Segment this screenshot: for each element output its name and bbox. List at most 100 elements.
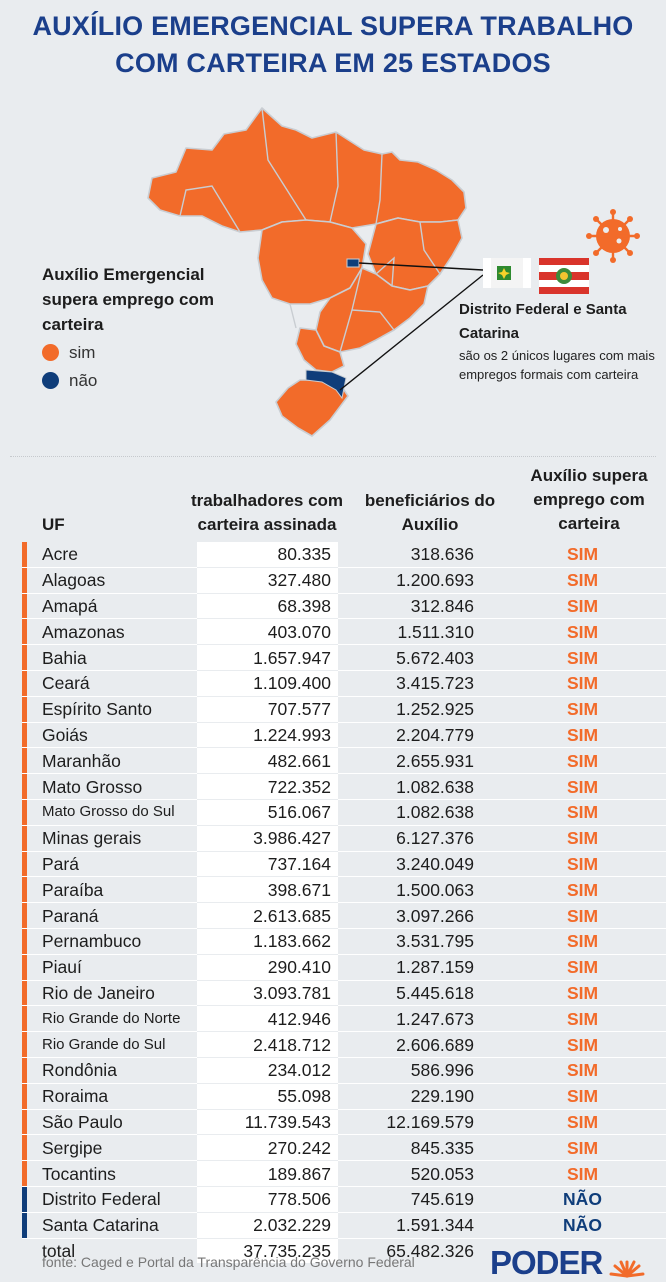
virus-icon [586, 209, 640, 263]
row-supera-badge: SIM [481, 954, 666, 981]
row-uf: Tocantins [27, 1160, 197, 1187]
row-beneficiarios: 229.190 [338, 1083, 481, 1110]
row-uf: Rondônia [27, 1057, 197, 1084]
table-row: Santa Catarina 2.032.229 1.591.344 NÃO [22, 1212, 666, 1239]
row-status-bar [22, 567, 27, 594]
legend-dot-sim [42, 344, 59, 361]
row-supera-badge: SIM [481, 618, 666, 646]
row-uf: Rio Grande do Norte [27, 1005, 197, 1033]
table-row: Amazonas 403.070 1.511.310 SIM [22, 618, 666, 646]
row-beneficiarios: 12.169.579 [338, 1109, 481, 1136]
map-region-north [147, 107, 467, 233]
row-uf: Amazonas [27, 618, 197, 646]
row-uf: Alagoas [27, 567, 197, 594]
row-trabalhadores: 1.109.400 [197, 670, 338, 697]
row-beneficiarios: 1.082.638 [338, 773, 481, 800]
source-note: fonte: Caged e Portal da Transparência d… [42, 1254, 415, 1270]
callout-text: são os 2 únicos lugares com mais emprego… [459, 348, 655, 382]
row-beneficiarios: 2.606.689 [338, 1031, 481, 1058]
row-beneficiarios: 5.672.403 [338, 644, 481, 671]
map-santa-catarina [305, 369, 347, 400]
table-row: Alagoas 327.480 1.200.693 SIM [22, 567, 666, 594]
table-row: Pará 737.164 3.240.049 SIM [22, 851, 666, 878]
row-uf: Goiás [27, 722, 197, 749]
row-trabalhadores: 80.335 [197, 542, 338, 568]
table-row: Distrito Federal 778.506 745.619 NÃO [22, 1186, 666, 1213]
row-trabalhadores: 2.418.712 [197, 1031, 338, 1058]
row-trabalhadores: 516.067 [197, 799, 338, 826]
row-beneficiarios: 1.287.159 [338, 954, 481, 981]
table-row: Rondônia 234.012 586.996 SIM [22, 1057, 666, 1084]
row-uf: Bahia [27, 644, 197, 671]
row-trabalhadores: 3.093.781 [197, 980, 338, 1007]
row-status-bar [22, 1031, 27, 1058]
row-status-bar [22, 1083, 27, 1110]
legend-dot-nao [42, 372, 59, 389]
row-trabalhadores: 1.657.947 [197, 644, 338, 671]
flag-distrito-federal [483, 258, 531, 288]
table-row: São Paulo 11.739.543 12.169.579 SIM [22, 1109, 666, 1136]
total-supera-empty [481, 1238, 666, 1264]
row-beneficiarios: 745.619 [338, 1186, 481, 1213]
table-row: Acre 80.335 318.636 SIM [22, 542, 666, 568]
row-status-bar [22, 902, 27, 929]
row-supera-badge: SIM [481, 980, 666, 1007]
row-uf: Acre [27, 542, 197, 568]
row-uf: Pernambuco [27, 928, 197, 955]
row-uf: Sergipe [27, 1134, 197, 1162]
total-beneficiarios: 65.482.326 [338, 1238, 481, 1264]
row-uf: Paraná [27, 902, 197, 929]
title-line-1: AUXÍLIO EMERGENCIAL SUPERA TRABALHO [32, 11, 634, 41]
row-beneficiarios: 2.204.779 [338, 722, 481, 749]
row-supera-badge: SIM [481, 1057, 666, 1084]
row-uf: Rio de Janeiro [27, 980, 197, 1007]
row-supera-badge: NÃO [481, 1186, 666, 1213]
callout-lines [339, 262, 484, 391]
row-trabalhadores: 189.867 [197, 1160, 338, 1187]
row-status-bar [22, 722, 27, 749]
row-trabalhadores: 68.398 [197, 593, 338, 620]
poder-logo: PODER [490, 1240, 653, 1282]
brazil-states-nao [305, 258, 360, 400]
table-row: Minas gerais 3.986.427 6.127.376 SIM [22, 825, 666, 852]
row-status-bar [22, 851, 27, 878]
row-beneficiarios: 1.247.673 [338, 1005, 481, 1033]
row-status-bar [22, 696, 27, 723]
row-status-bar [22, 1057, 27, 1084]
row-status-bar [22, 980, 27, 1007]
row-uf: Ceará [27, 670, 197, 697]
row-supera-badge: SIM [481, 1109, 666, 1136]
row-status-bar [22, 542, 27, 568]
table-row: Rio Grande do Norte 412.946 1.247.673 SIM [22, 1005, 666, 1033]
row-uf: Mato Grosso [27, 773, 197, 800]
table-row: Amapá 68.398 312.846 SIM [22, 593, 666, 620]
brazil-states-sim [147, 107, 467, 437]
row-uf: Distrito Federal [27, 1186, 197, 1213]
table-row: Pernambuco 1.183.662 3.531.795 SIM [22, 928, 666, 955]
row-beneficiarios: 1.252.925 [338, 696, 481, 723]
table-row: Espírito Santo 707.577 1.252.925 SIM [22, 696, 666, 723]
row-supera-badge: SIM [481, 1005, 666, 1033]
row-uf: Paraíba [27, 876, 197, 904]
row-trabalhadores: 412.946 [197, 1005, 338, 1033]
row-status-bar [22, 773, 27, 800]
row-trabalhadores: 270.242 [197, 1134, 338, 1162]
row-beneficiarios: 1.200.693 [338, 567, 481, 594]
total-label: total [27, 1238, 197, 1264]
row-supera-badge: SIM [481, 876, 666, 904]
row-uf: Mato Grosso do Sul [27, 799, 197, 826]
table-row: Goiás 1.224.993 2.204.779 SIM [22, 722, 666, 749]
row-supera-badge: SIM [481, 1083, 666, 1110]
logo-burst-icon [609, 1260, 645, 1278]
row-status-bar [22, 644, 27, 671]
total-row: total 37.735.235 65.482.326 [22, 1238, 666, 1264]
row-uf: Amapá [27, 593, 197, 620]
row-uf: Roraima [27, 1083, 197, 1110]
table-row: Rio de Janeiro 3.093.781 5.445.618 SIM [22, 980, 666, 1007]
row-uf: São Paulo [27, 1109, 197, 1136]
table-row: Piauí 290.410 1.287.159 SIM [22, 954, 666, 981]
table-row: Bahia 1.657.947 5.672.403 SIM [22, 644, 666, 671]
table-row: Rio Grande do Sul 2.418.712 2.606.689 SIM [22, 1031, 666, 1058]
row-beneficiarios: 586.996 [338, 1057, 481, 1084]
row-supera-badge: SIM [481, 1160, 666, 1187]
